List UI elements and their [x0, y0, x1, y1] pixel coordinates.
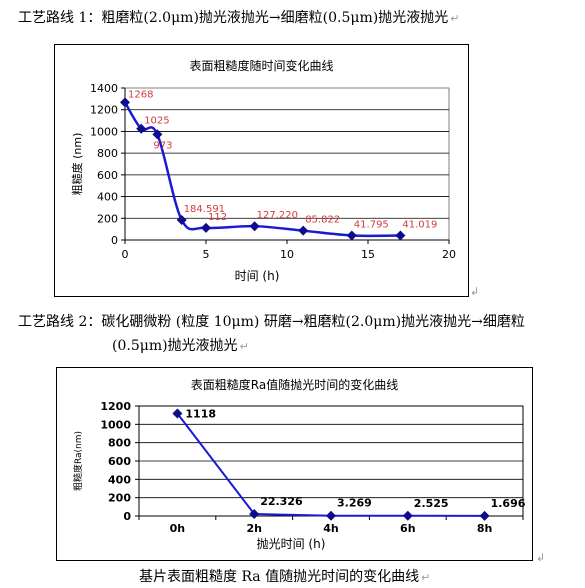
chart-1-x-axis-label: 时间 (h) — [235, 269, 280, 283]
chart-1-y-tick-label: 800 — [97, 147, 118, 160]
route2-paragraph-line1: 工艺路线 2：碳化硼微粉 (粒度 10μm) 研磨→粗磨粒(2.0μm)抛光液抛… — [18, 313, 525, 331]
chart-1-data-label: 184.591 — [184, 204, 225, 215]
chart-1-data-point — [201, 222, 211, 233]
chart-2-data-label: 22.326 — [260, 495, 303, 508]
chart-1-x-tick-label: 0 — [122, 248, 129, 261]
chart-2-data-point — [249, 508, 260, 519]
chart-2-data-point — [479, 510, 490, 521]
paragraph-mark-icon: ↵ — [450, 12, 460, 25]
chart-1-svg: 0 200 400 600 800 1000 1200 1400 0 5 10 15 20 时间 (h) 粗… — [70, 82, 456, 283]
chart-1-data-label: 112 — [208, 212, 227, 223]
chart-2-data-label: 1.696 — [491, 497, 526, 510]
chart-1-data-label: 973 — [153, 140, 172, 151]
chart-1-y-tick-label: 200 — [97, 212, 118, 225]
chart-1-y-tick-label: 1400 — [90, 82, 118, 95]
chart-1-y-tick-label: 0 — [111, 234, 118, 247]
chart-1-y-axis-label: 粗糙度 (nm) — [70, 133, 84, 196]
chart-1-x-tick-label: 15 — [361, 248, 375, 261]
chart-2-svg: 0 200 400 600 800 1000 1200 0h 2h 4h 6h 8h 抛光时间 (h) 粗… — [72, 400, 526, 551]
chart-1-y-tick-label: 1200 — [90, 104, 118, 117]
chart-1-x-tick-label: 20 — [442, 248, 456, 261]
route2-paragraph-line2: (0.5μm)抛光液抛光 ↵ — [112, 337, 249, 356]
chart-2-x-axis-label: 抛光时间 (h) — [257, 536, 326, 551]
chart-2-data-point — [402, 510, 413, 521]
chart-2-x-tick-label: 0h — [170, 522, 186, 535]
chart-1-data-point — [152, 129, 163, 140]
chart-1-data-point — [249, 221, 260, 232]
chart-1-data-label: 1268 — [128, 89, 153, 100]
chart-2-y-tick-label: 800 — [108, 437, 131, 450]
chart-1-data-label: 127.220 — [257, 210, 298, 221]
route2-text-line2: (0.5μm)抛光液抛光 — [112, 338, 238, 354]
chart-1-data-label: 1025 — [144, 116, 169, 127]
chart-2-y-tick-label: 1000 — [100, 418, 131, 431]
chart-2-frame[interactable]: 表面粗糙度Ra值随抛光时间的变化曲线 0 200 400 600 800 1000 1200… — [56, 367, 533, 561]
chart-2-x-tick-label: 2h — [246, 522, 262, 535]
chart-2-title: 表面粗糙度Ra值随抛光时间的变化曲线 — [190, 378, 399, 392]
chart-1-y-tick-label: 1000 — [90, 125, 118, 138]
paragraph-mark-icon: ↵ — [239, 340, 249, 353]
chart-2-data-point — [172, 408, 183, 419]
chart-2-data-label: 3.269 — [337, 497, 372, 510]
chart-1-data-point — [395, 230, 406, 241]
chart-2-y-tick-label: 200 — [108, 492, 131, 505]
chart-1-data-label: 41.019 — [402, 220, 437, 231]
chart-2-x-tick-label: 8h — [477, 522, 493, 535]
route1-paragraph: 工艺路线 1：粗磨粒(2.0μm)抛光液抛光→细磨粒(0.5μm)抛光液抛光 ↵ — [18, 9, 459, 28]
chart-1-frame[interactable]: 表面粗糙度随时间变化曲线 0 200 400 600 800 1000 1200 1400 0 5… — [54, 44, 469, 297]
chart-2-y-tick-label: 1200 — [100, 400, 131, 413]
chart-2-y-axis-label: 粗糙度Ra(nm) — [72, 431, 84, 491]
chart-1-data-label: 85.822 — [305, 215, 340, 226]
chart-1-data-point — [176, 214, 187, 225]
chart-1-data-point — [298, 225, 309, 236]
chart-2-y-tick-label: 600 — [108, 455, 131, 468]
chart-2-data-label: 1118 — [185, 408, 216, 421]
chart-1-data-point — [120, 97, 130, 108]
chart-1-y-tick-label: 600 — [97, 169, 118, 182]
chart-2-anchor-icon: ↲ — [536, 551, 546, 564]
route1-text: 工艺路线 1：粗磨粒(2.0μm)抛光液抛光→细磨粒(0.5μm)抛光液抛光 — [18, 10, 449, 26]
chart-1-data-point — [136, 123, 147, 134]
figure-caption: 基片表面粗糙度 Ra 值随抛光时间的变化曲线 — [139, 569, 420, 585]
chart-1-data-label: 41.795 — [354, 219, 389, 230]
paragraph-mark-icon: ↵ — [421, 571, 431, 584]
chart-2-y-tick-label: 0 — [123, 510, 131, 523]
chart-1-x-tick-label: 10 — [280, 248, 294, 261]
chart-1-y-tick-label: 400 — [97, 191, 118, 204]
chart-2-data-label: 2.525 — [414, 497, 449, 510]
chart-1-data-point — [346, 230, 357, 241]
chart-2-x-tick-label: 6h — [400, 522, 416, 535]
chart-2-x-tick-label: 4h — [323, 522, 339, 535]
chart-1-title: 表面粗糙度随时间变化曲线 — [189, 59, 334, 73]
chart-2-y-tick-label: 400 — [108, 473, 131, 486]
route2-text-line1: 工艺路线 2：碳化硼微粉 (粒度 10μm) 研磨→粗磨粒(2.0μm)抛光液抛… — [18, 314, 525, 330]
chart-1-x-tick-label: 5 — [203, 248, 210, 261]
chart-1-anchor-icon: ↲ — [470, 285, 480, 298]
figure-caption-line: 基片表面粗糙度 Ra 值随抛光时间的变化曲线 ↵ — [139, 568, 430, 587]
